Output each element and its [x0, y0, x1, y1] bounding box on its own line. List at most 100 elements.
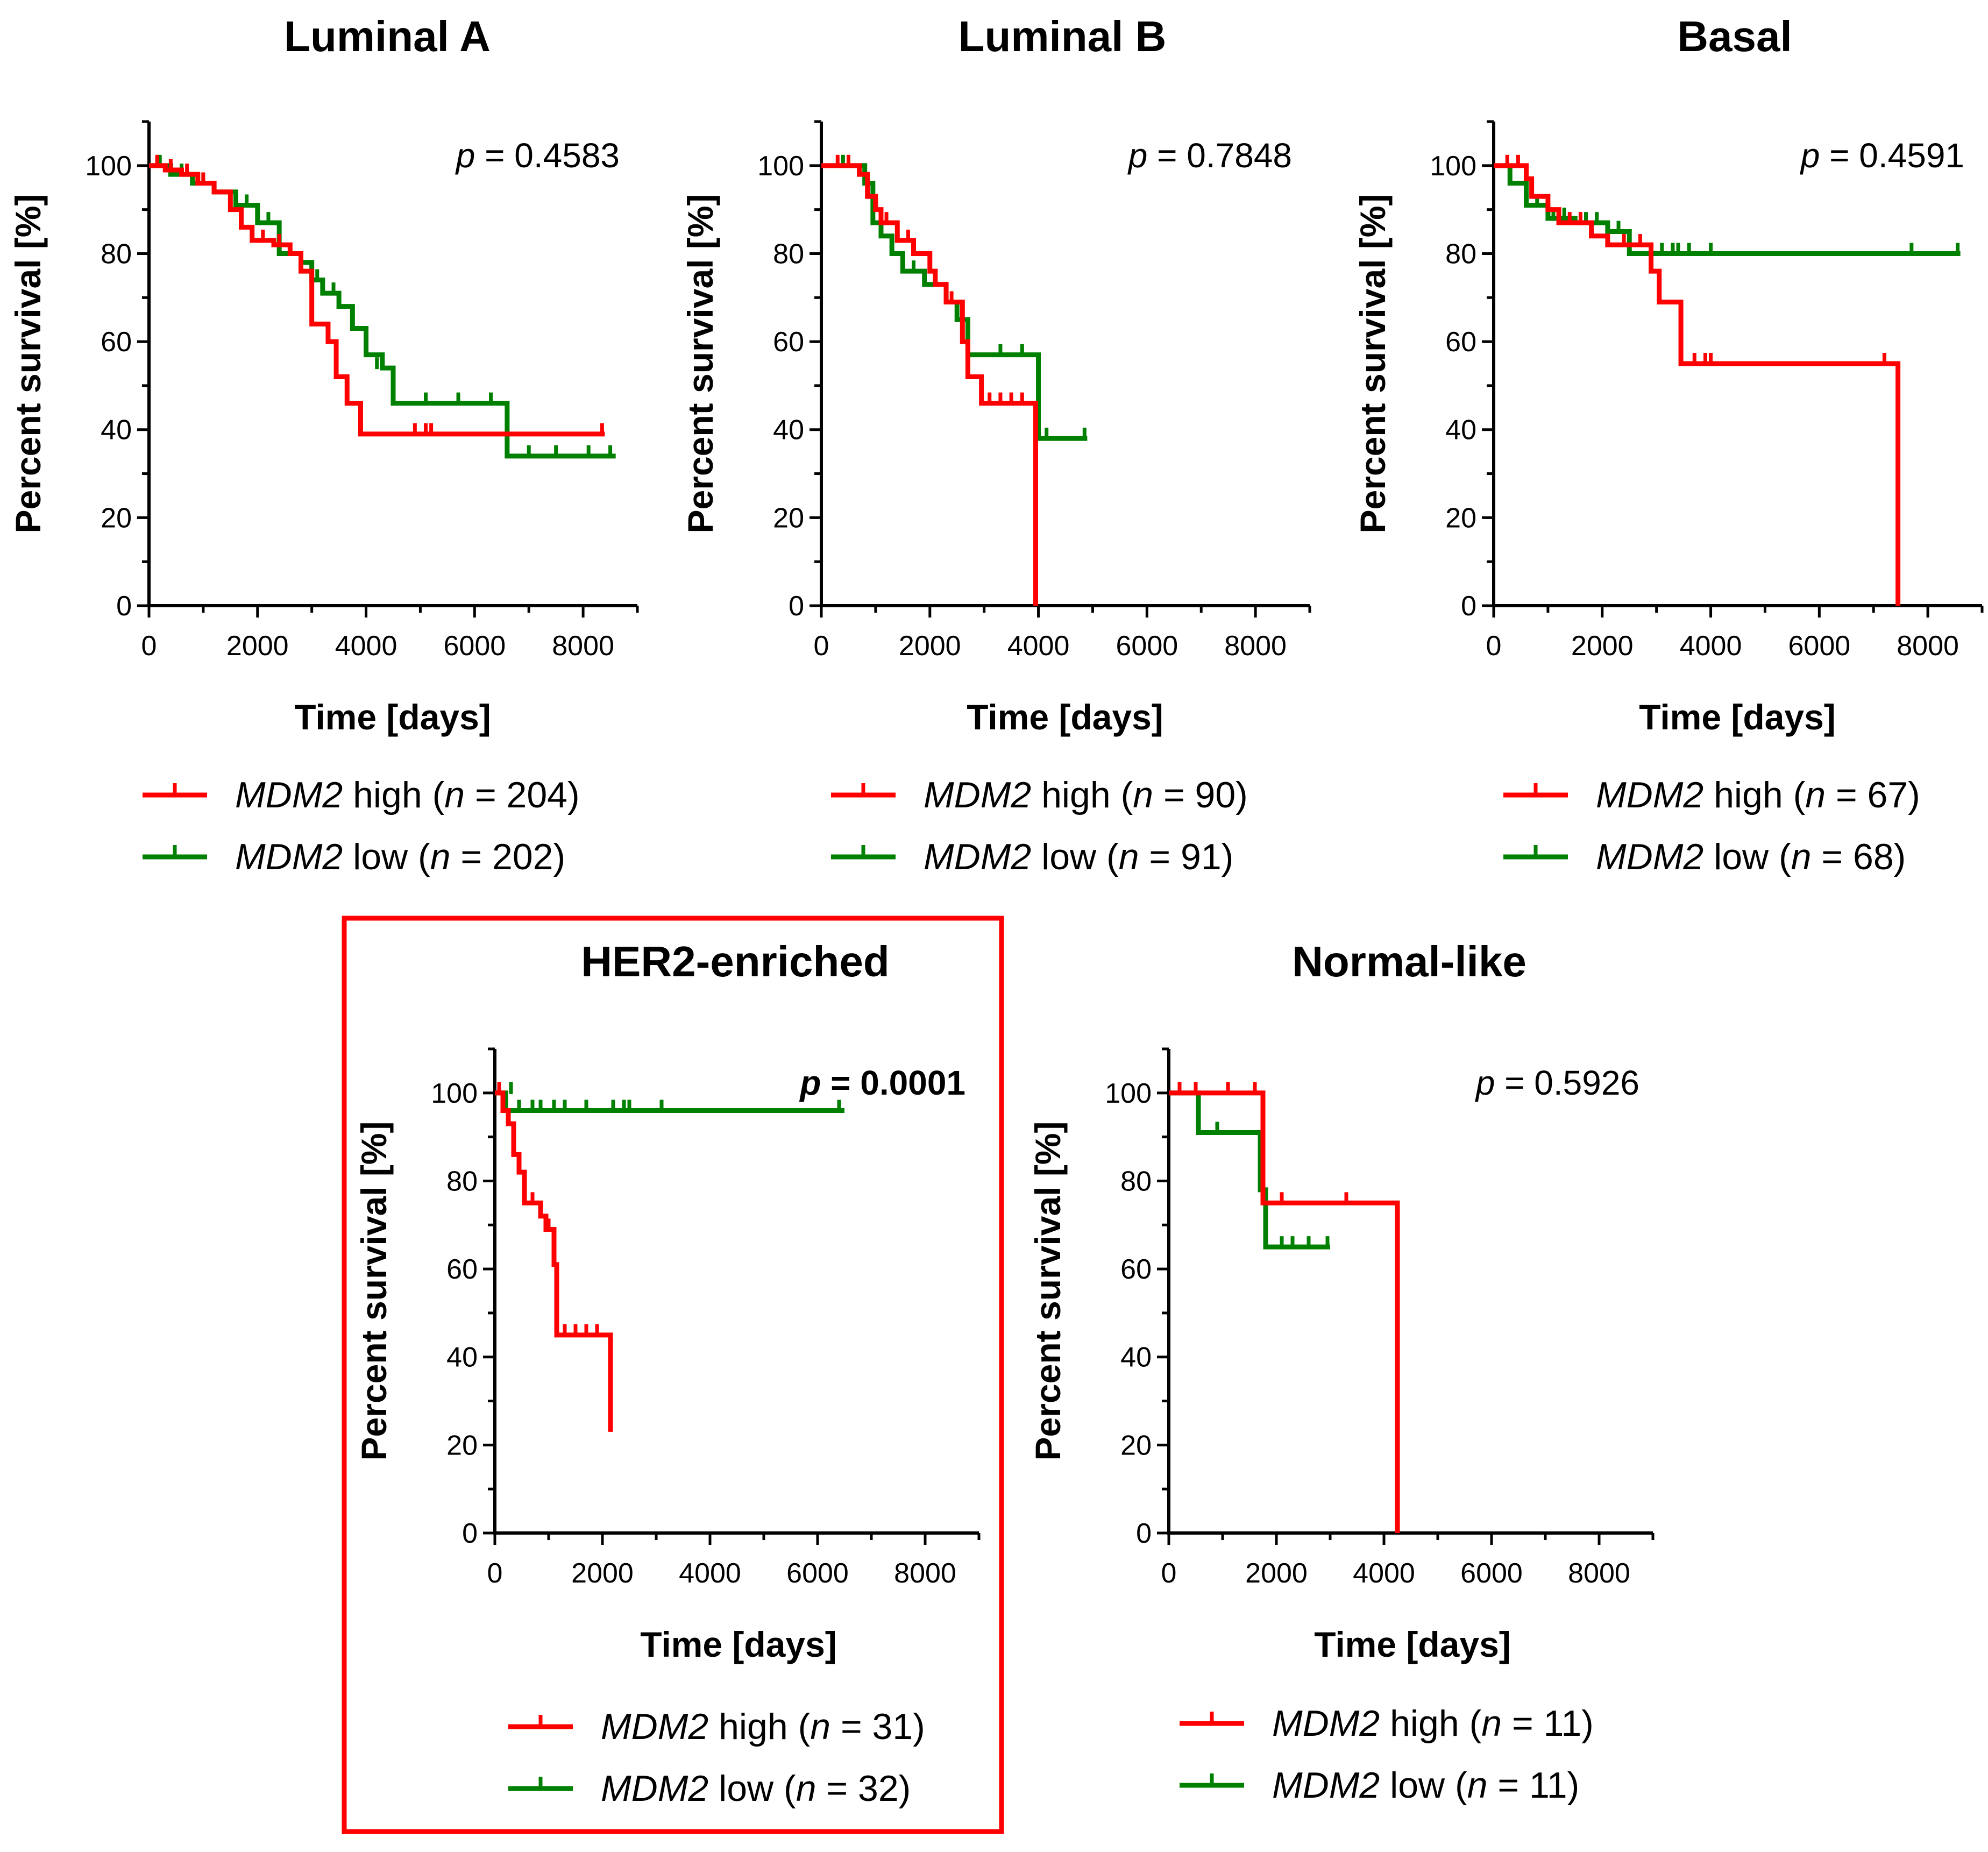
legend-n-value: = 11)	[1502, 1703, 1594, 1744]
p-symbol: p	[1475, 1063, 1495, 1102]
km-curve-high	[149, 163, 605, 437]
km-panel-luminal-a: Luminal A 0 20 40 60 80 100 0 2000 4000 6000 8000 Ti…	[8, 12, 639, 877]
y-tick-label: 40	[1120, 1342, 1152, 1373]
y-tick-label: 80	[101, 238, 132, 269]
y-tick-label: 60	[773, 327, 804, 358]
p-value-annotation: p = 0.4583	[455, 136, 620, 175]
x-tick-label: 8000	[894, 1558, 956, 1589]
legend-entry-high: MDM2 high (n = 31)	[508, 1706, 925, 1747]
y-tick-label: 100	[85, 151, 132, 182]
y-axis-label: Percent survival [%]	[1028, 1122, 1068, 1461]
legend-entry-low: MDM2 low (n = 202)	[143, 836, 565, 877]
legend-group: high (	[708, 1706, 810, 1747]
x-tick-label: 6000	[786, 1558, 849, 1589]
y-tick-label: 60	[101, 327, 132, 358]
legend-gene: MDM2	[601, 1768, 708, 1809]
y-tick-label: 40	[446, 1342, 478, 1373]
x-tick-label: 0	[141, 630, 157, 662]
y-tick-label: 0	[1461, 591, 1476, 622]
legend-group: low (	[708, 1768, 796, 1809]
legend-group: low (	[1380, 1765, 1467, 1806]
km-panel-normal-like: Normal-like 0 20 40 60 80 100 0 2000 4000 6000 8000…	[1028, 938, 1655, 1806]
km-curve-high	[821, 163, 1039, 606]
x-tick-label: 8000	[1568, 1558, 1630, 1589]
p-symbol: p	[455, 136, 475, 175]
p-value-annotation: p = 0.5926	[1475, 1063, 1639, 1102]
p-value-annotation: p = 0.4591	[1800, 136, 1964, 175]
legend-n-symbol: n	[1133, 775, 1153, 815]
legend-label: MDM2 high (n = 31)	[601, 1706, 925, 1747]
legend-label: MDM2 high (n = 204)	[235, 775, 580, 815]
legend-n-symbol: n	[444, 775, 465, 815]
legend-label: MDM2 low (n = 11)	[1272, 1765, 1579, 1806]
legend-n-value: = 32)	[816, 1768, 911, 1809]
legend-label: MDM2 low (n = 32)	[601, 1768, 911, 1809]
y-axis-label: Percent survival [%]	[680, 194, 720, 534]
x-tick-label: 8000	[1224, 630, 1287, 662]
km-curve-high	[1494, 163, 1901, 606]
legend-gene: MDM2	[1272, 1765, 1380, 1806]
legend-n-value: = 91)	[1139, 836, 1234, 877]
km-curve-high	[1169, 1090, 1400, 1533]
p-value-annotation: p = 0.0001	[799, 1063, 965, 1102]
km-curve-low	[495, 1090, 844, 1113]
x-tick-label: 8000	[1897, 630, 1959, 662]
legend-label: MDM2 high (n = 11)	[1272, 1703, 1594, 1744]
x-tick-label: 0	[814, 630, 829, 662]
x-tick-label: 4000	[1353, 1558, 1415, 1589]
x-tick-label: 4000	[335, 630, 397, 662]
legend-label: MDM2 high (n = 90)	[924, 775, 1248, 815]
legend-label: MDM2 low (n = 68)	[1596, 836, 1906, 877]
legend-n-value: = 90)	[1153, 775, 1248, 815]
legend-entry-low: MDM2 low (n = 32)	[508, 1768, 911, 1809]
x-axis-label: Time [days]	[294, 697, 491, 737]
x-axis-label: Time [days]	[1639, 697, 1836, 737]
y-tick-label: 80	[446, 1166, 478, 1197]
p-value-number: = 0.7848	[1147, 136, 1292, 175]
legend-entry-high: MDM2 high (n = 11)	[1180, 1703, 1594, 1744]
chart-title: Basal	[1677, 12, 1792, 60]
y-tick-label: 20	[1445, 502, 1476, 534]
x-tick-label: 4000	[1680, 630, 1742, 662]
x-tick-label: 6000	[1116, 630, 1178, 662]
y-tick-label: 40	[101, 415, 132, 446]
legend-label: MDM2 high (n = 67)	[1596, 775, 1920, 815]
y-tick-label: 80	[773, 238, 804, 269]
x-tick-label: 0	[487, 1558, 503, 1589]
legend-gene: MDM2	[601, 1706, 708, 1747]
chart-title: Luminal A	[284, 12, 491, 60]
x-tick-label: 4000	[679, 1558, 741, 1589]
y-tick-label: 0	[1136, 1518, 1152, 1549]
legend-group: high (	[1703, 775, 1805, 815]
km-curve-low	[1169, 1090, 1330, 1250]
legend-gene: MDM2	[235, 836, 343, 877]
legend-gene: MDM2	[235, 775, 343, 815]
km-panel-luminal-b: Luminal B 0 20 40 60 80 100 0 2000 4000 6000 8000 Ti…	[680, 12, 1311, 877]
legend-entry-high: MDM2 high (n = 204)	[143, 775, 580, 815]
p-value-number: = 0.0001	[821, 1063, 965, 1102]
y-tick-label: 100	[431, 1078, 478, 1109]
legend-label: MDM2 low (n = 91)	[924, 836, 1233, 877]
x-tick-label: 4000	[1007, 630, 1070, 662]
legend-n-value: = 31)	[830, 1706, 925, 1747]
highlight-box	[342, 916, 1004, 1834]
x-tick-label: 0	[1486, 630, 1502, 662]
x-tick-label: 6000	[443, 630, 506, 662]
legend-gene: MDM2	[1596, 836, 1703, 877]
x-tick-label: 2000	[226, 630, 289, 662]
x-axis-label: Time [days]	[640, 1624, 837, 1664]
legend-n-value: = 11)	[1488, 1765, 1580, 1806]
legend-entry-high: MDM2 high (n = 67)	[1503, 775, 1920, 815]
p-value-number: = 0.4591	[1820, 136, 1964, 175]
y-axis-label: Percent survival [%]	[8, 194, 48, 534]
y-tick-label: 100	[1105, 1078, 1152, 1109]
legend-n-symbol: n	[1805, 775, 1826, 815]
legend-group: high (	[1380, 1703, 1481, 1744]
chart-title: HER2-enriched	[581, 938, 889, 985]
y-tick-label: 20	[773, 502, 804, 534]
chart-title: Normal-like	[1292, 938, 1526, 985]
legend-n-value: = 68)	[1812, 836, 1906, 877]
legend-group: low (	[343, 836, 430, 877]
y-tick-label: 40	[1445, 415, 1476, 446]
